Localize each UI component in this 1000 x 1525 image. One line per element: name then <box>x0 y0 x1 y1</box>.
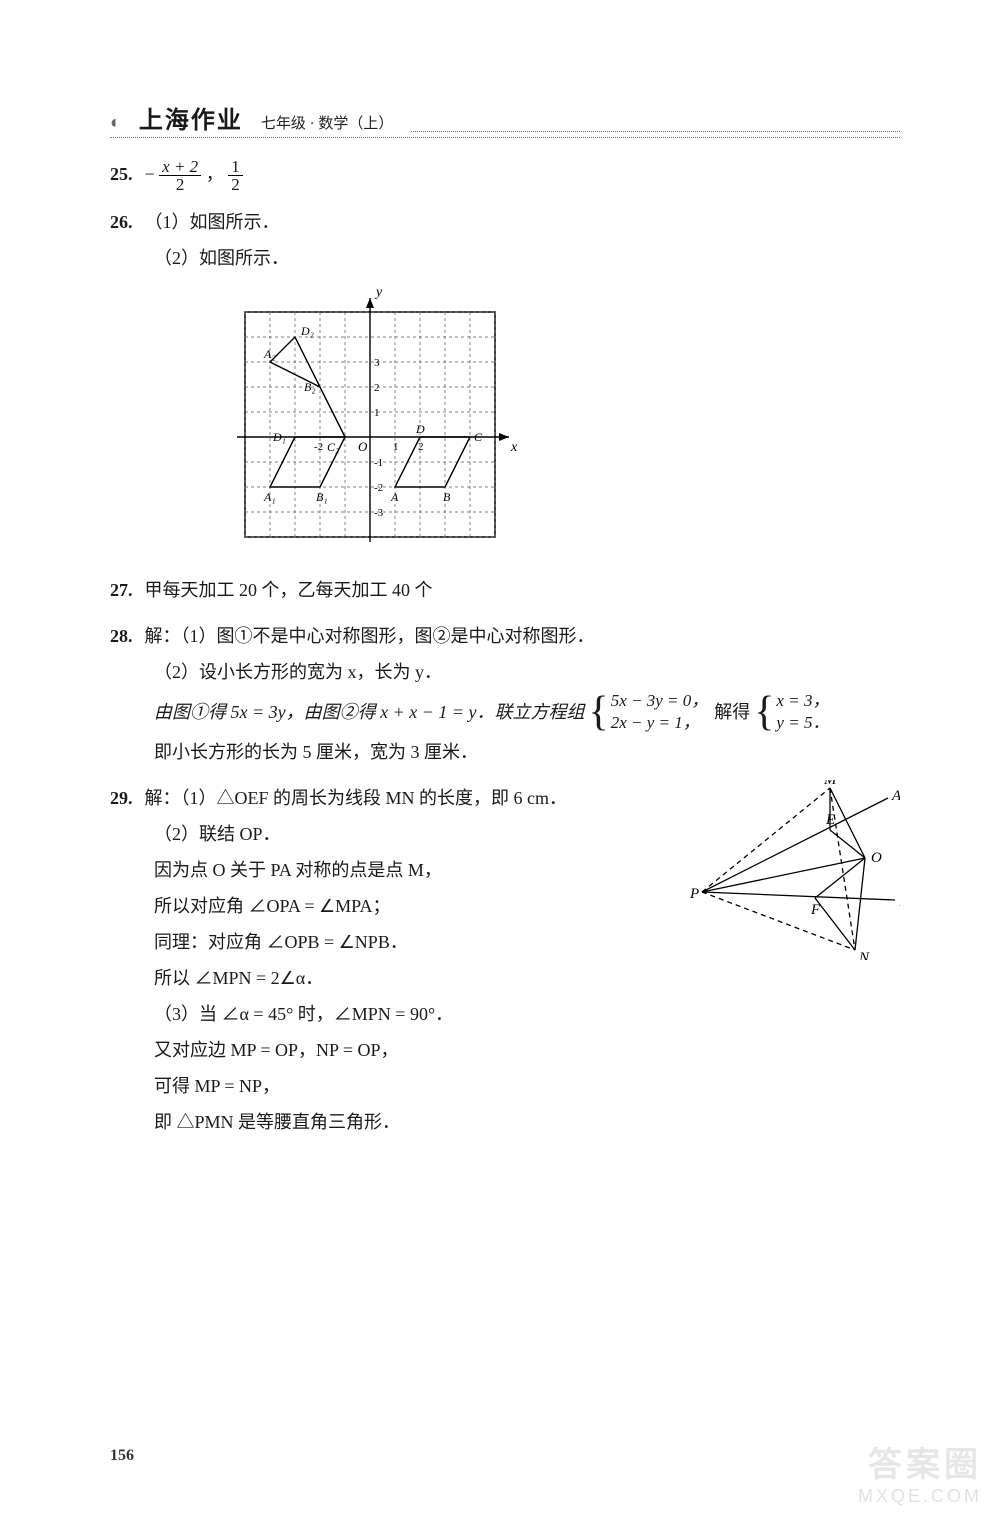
svg-text:-2: -2 <box>374 482 383 494</box>
svg-text:x: x <box>510 440 518 455</box>
page-header: ◐ 上海作业 七年级 · 数学（上） <box>110 100 900 138</box>
svg-text:O: O <box>358 439 368 454</box>
line: （3）当 ∠α = 45° 时，∠MPN = 90°． <box>110 996 670 1032</box>
eq-row: x = 3， <box>776 690 829 712</box>
svg-text:F: F <box>810 902 821 918</box>
problem-26: 26. （1）如图所示． （2）如图所示． x y O 1 2 3 -1 -2 -3 -2 1 2 A B… <box>110 204 900 554</box>
svg-text:N: N <box>858 950 870 960</box>
svg-text:P: P <box>690 886 699 902</box>
watermark-line2: MXQE.COM <box>858 1486 982 1507</box>
line: 又对应边 MP = OP，NP = OP， <box>110 1032 670 1068</box>
comma: ， <box>206 164 224 184</box>
watermark-line1: 答案圈 <box>858 1437 982 1486</box>
svg-text:B: B <box>899 894 900 910</box>
problem-number: 25. <box>110 156 140 192</box>
svg-text:2: 2 <box>374 382 380 394</box>
svg-text:3: 3 <box>374 357 380 369</box>
eq-row: y = 5． <box>776 712 829 734</box>
svg-text:2: 2 <box>418 441 424 453</box>
geometry-diagram: P A B M N O E F <box>690 780 900 972</box>
line: 即小长方形的长为 5 厘米，宽为 3 厘米． <box>110 734 900 770</box>
diagram-svg: P A B M N O E F <box>690 780 900 960</box>
line: 可得 MP = NP， <box>110 1068 670 1104</box>
svg-text:D₁: D₁ <box>272 430 286 444</box>
equation-system-1: { 5x − 3y = 0， 2x − y = 1， <box>589 690 711 734</box>
svg-text:D₂: D₂ <box>300 324 314 338</box>
svg-text:M: M <box>823 780 838 788</box>
svg-text:A: A <box>390 490 399 504</box>
svg-text:A₁: A₁ <box>263 490 276 504</box>
equation-system-2: { x = 3， y = 5． <box>754 690 831 734</box>
text: （2）设小长方形的宽为 x，长为 y． <box>154 662 442 682</box>
problem-25: 25. − x + 2 2 ， 1 2 <box>110 156 900 194</box>
eq-row: 2x − y = 1， <box>611 712 709 734</box>
svg-text:D: D <box>415 422 425 436</box>
svg-text:A₂: A₂ <box>263 347 276 361</box>
svg-text:y: y <box>374 285 383 300</box>
eq-row: 5x − 3y = 0， <box>611 690 709 712</box>
minus-sign: − <box>145 164 155 184</box>
line: （2）联结 OP． <box>110 816 670 852</box>
svg-text:1: 1 <box>393 441 399 453</box>
problem-number: 29. <box>110 780 140 816</box>
line: 因为点 O 关于 PA 对称的点是点 M， <box>110 852 670 888</box>
line: （2）如图所示． <box>110 240 900 276</box>
frac1-num: x + 2 <box>159 158 201 177</box>
text: 由图①得 5x = 3y，由图②得 x + x − 1 = y．联立方程组 <box>154 694 585 730</box>
frac2-num: 1 <box>228 158 243 177</box>
problem-number: 26. <box>110 204 140 240</box>
watermark: 答案圈 MXQE.COM <box>858 1437 982 1507</box>
header-rule <box>411 131 900 132</box>
fraction-1: x + 2 2 <box>159 158 201 195</box>
line: （1）如图所示． <box>145 212 280 232</box>
equation-line: 由图①得 5x = 3y，由图②得 x + x − 1 = y．联立方程组 { … <box>110 690 900 734</box>
graph-svg: x y O 1 2 3 -1 -2 -3 -2 1 2 A B C D A₁ B₁ D₁ A₂ B₂ C₂ D₂ <box>220 282 520 542</box>
fraction-2: 1 2 <box>228 158 243 195</box>
line: 同理：对应角 ∠OPB = ∠NPB． <box>110 924 670 960</box>
problem-27: 27. 甲每天加工 20 个，乙每天加工 40 个 <box>110 572 900 608</box>
line: 甲每天加工 20 个，乙每天加工 40 个 <box>145 580 433 600</box>
problem-28: 28. 解：（1）图①不是中心对称图形，图②是中心对称图形． （2）设小长方形的… <box>110 618 900 770</box>
page-number: 156 <box>110 1447 134 1465</box>
problem-number: 28. <box>110 618 140 654</box>
line: 所以对应角 ∠OPA = ∠MPA； <box>110 888 670 924</box>
text: 解得 <box>714 694 750 730</box>
svg-text:-3: -3 <box>374 507 384 519</box>
problem-29: 29. 解：（1）△OEF 的周长为线段 MN 的长度，即 6 cm． （2）联… <box>110 780 900 1140</box>
line: 解：（1）图①不是中心对称图形，图②是中心对称图形． <box>145 626 595 646</box>
svg-text:O: O <box>871 850 882 866</box>
line: 解：（1）△OEF 的周长为线段 MN 的长度，即 6 cm． <box>145 788 568 808</box>
line: 所以 ∠MPN = 2∠α． <box>110 960 670 996</box>
svg-text:B₂: B₂ <box>304 380 316 394</box>
header-icon: ◐ <box>110 112 121 133</box>
header-subtitle: 七年级 · 数学（上） <box>261 112 394 133</box>
svg-text:C: C <box>474 430 483 444</box>
svg-text:A: A <box>891 788 900 804</box>
header-title: 上海作业 <box>139 100 243 135</box>
line: 即 △PMN 是等腰直角三角形． <box>110 1104 670 1140</box>
svg-text:1: 1 <box>374 407 380 419</box>
svg-text:C₂: C₂ <box>327 440 339 454</box>
svg-text:-2: -2 <box>314 441 323 453</box>
problem-number: 27. <box>110 572 140 608</box>
frac2-den: 2 <box>228 176 243 194</box>
svg-text:B₁: B₁ <box>316 490 328 504</box>
line: （2）设小长方形的宽为 x，长为 y． <box>110 654 900 690</box>
svg-text:-1: -1 <box>374 457 383 469</box>
coordinate-graph: x y O 1 2 3 -1 -2 -3 -2 1 2 A B C D A₁ B₁ D₁ A₂ B₂ C₂ D₂ <box>220 282 900 554</box>
svg-text:E: E <box>825 812 835 828</box>
svg-text:B: B <box>443 490 451 504</box>
frac1-den: 2 <box>159 176 201 194</box>
